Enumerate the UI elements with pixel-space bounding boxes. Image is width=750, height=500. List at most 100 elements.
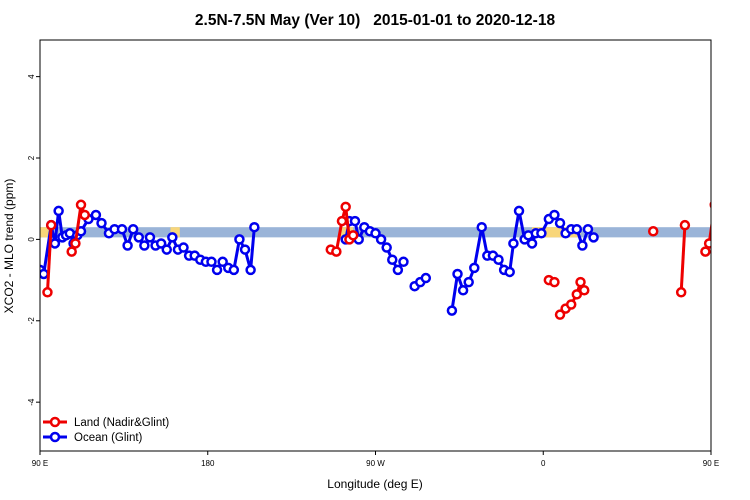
plot-area (40, 199, 722, 320)
data-point (675, 287, 687, 298)
data-point (116, 223, 128, 235)
data-point (493, 254, 504, 265)
data-point (554, 217, 566, 229)
data-point (549, 276, 560, 288)
data-point (228, 264, 240, 276)
land-band-1 (170, 227, 180, 238)
data-point (398, 256, 409, 268)
data-point (206, 256, 217, 268)
data-point (249, 221, 260, 233)
data-point (239, 244, 251, 255)
data-point (469, 262, 480, 274)
data-point (234, 234, 245, 245)
data-point (96, 217, 107, 229)
land-band-4 (711, 227, 722, 237)
data-point (513, 205, 525, 217)
data-point (452, 268, 463, 280)
data-point (508, 238, 519, 249)
data-point (347, 230, 359, 241)
data-point (577, 240, 588, 251)
chart-title: 2.5N-7.5N May (Ver 10) 2015-01-01 to 202… (195, 12, 556, 29)
data-point (476, 221, 487, 233)
data-point (70, 238, 81, 249)
data-point (504, 266, 515, 278)
data-point (381, 242, 392, 253)
data-point (75, 199, 87, 211)
y-tick-label: 0 (27, 237, 36, 242)
data-point (375, 234, 387, 245)
data-point (161, 244, 172, 255)
data-point (446, 305, 458, 316)
data-point (79, 209, 90, 221)
data-point (703, 238, 711, 249)
data-point (122, 240, 133, 251)
x-tick-label: 90 E (703, 459, 719, 468)
data-point (144, 232, 156, 243)
series-line (679, 225, 687, 293)
data-point (370, 228, 381, 239)
data-point (340, 201, 351, 213)
data-point (245, 264, 256, 276)
data-point (178, 242, 189, 253)
data-point (579, 285, 590, 296)
data-point (127, 223, 139, 235)
data-point (167, 232, 178, 243)
data-point (133, 232, 145, 243)
legend-ocean-marker (49, 431, 61, 443)
data-point (457, 285, 469, 296)
data-point (392, 264, 404, 276)
data-point (647, 226, 659, 237)
data-point (700, 246, 711, 257)
y-tick-label: -2 (27, 317, 36, 325)
data-point (217, 256, 228, 268)
data-point (420, 272, 432, 284)
data-point (66, 246, 77, 257)
data-point (349, 215, 361, 227)
data-point (549, 209, 560, 221)
data-point (575, 276, 586, 288)
data-point (387, 254, 398, 265)
data-point (536, 228, 547, 239)
data-point (526, 238, 538, 249)
legend-ocean-label: Ocean (Glint) (74, 432, 143, 444)
land-band-0 (40, 227, 52, 238)
data-point (554, 309, 566, 320)
series-ocean (40, 205, 599, 316)
land-band-3 (532, 227, 581, 238)
x-axis-label: Longitude (deg E) (327, 477, 422, 491)
data-point (588, 232, 599, 243)
data-point (709, 201, 711, 209)
data-point (45, 219, 57, 231)
legend: Land (Nadir&Glint) Ocean (Glint) (43, 416, 169, 444)
y-tick-label: -4 (27, 398, 36, 406)
x-tick-label: 0 (541, 459, 546, 468)
data-point (40, 268, 49, 280)
data-point (679, 219, 691, 231)
x-tick-label: 180 (201, 459, 215, 468)
data-point (571, 289, 583, 300)
legend-land-label: Land (Nadir&Glint) (74, 417, 169, 429)
legend-land-marker (49, 416, 61, 428)
data-point (90, 209, 102, 221)
data-point (49, 238, 61, 249)
x-tick-label: 90 W (366, 459, 385, 468)
data-point (211, 264, 223, 276)
data-point (331, 246, 342, 257)
series-line (45, 225, 53, 293)
series-land (42, 199, 722, 320)
data-point (463, 276, 474, 288)
data-point (155, 238, 167, 249)
y-axis-label: XCO2 - MLO trend (ppm) (2, 179, 16, 314)
y-tick-label: 4 (27, 74, 36, 79)
data-point (582, 223, 594, 235)
data-point (565, 299, 577, 310)
data-point (42, 287, 53, 298)
data-point (53, 205, 64, 217)
data-point (139, 240, 150, 251)
data-point (714, 211, 722, 219)
data-point (336, 215, 348, 227)
x-tick-label: 90 E (32, 459, 48, 468)
y-tick-label: 2 (27, 155, 36, 160)
data-point (571, 223, 583, 235)
